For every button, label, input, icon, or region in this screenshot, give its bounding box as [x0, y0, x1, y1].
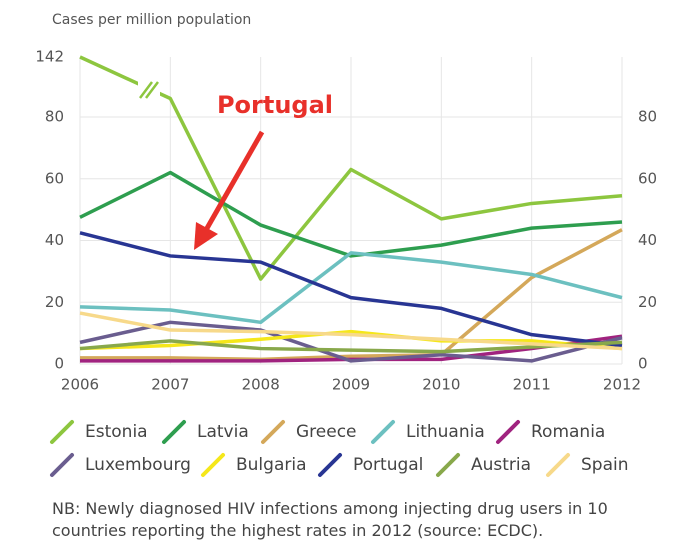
legend-swatch	[162, 420, 186, 444]
series-line	[79, 311, 623, 351]
y-axis-label: Cases per million population	[52, 12, 251, 28]
series-line	[79, 55, 623, 281]
series-line	[79, 170, 623, 258]
legend-swatch	[496, 420, 520, 444]
y2-tick-label: 0	[638, 355, 648, 373]
legend-swatch	[201, 453, 225, 477]
legend-swatch	[371, 420, 395, 444]
legend-label: Latvia	[197, 422, 249, 442]
legend-swatch	[436, 453, 460, 477]
x-tick-label: 2012	[603, 376, 641, 394]
legend-swatch	[50, 453, 74, 477]
footnote: NB: Newly diagnosed HIV infections among…	[52, 499, 608, 540]
annotation: Portugal	[217, 91, 333, 119]
y-tick-label: 0	[54, 355, 64, 373]
x-tick-label: 2010	[422, 376, 460, 394]
y2-tick-label: 40	[638, 231, 657, 249]
x-tick-label: 2006	[61, 376, 99, 394]
y-tick-label: 60	[45, 169, 64, 187]
legend-label: Spain	[581, 455, 629, 475]
legend-label: Greece	[296, 422, 357, 442]
y2-tick-label: 20	[638, 293, 657, 311]
y-tick-label: 20	[45, 293, 64, 311]
legend-label: Portugal	[353, 455, 423, 475]
series-line	[79, 320, 623, 363]
series-line	[79, 329, 623, 351]
axis-break	[138, 78, 160, 100]
series-line	[79, 231, 623, 348]
x-tick-label: 2009	[332, 376, 370, 394]
legend-label: Romania	[531, 422, 605, 442]
legend-swatch	[261, 420, 285, 444]
chart: Cases per million population 0 20 40 60 80 14…	[35, 12, 657, 477]
legend-label: Austria	[471, 455, 531, 475]
y-tick-label: 142	[35, 48, 64, 66]
series-line	[79, 251, 623, 325]
legend-label: Luxembourg	[85, 455, 191, 475]
x-tick-label: 2007	[151, 376, 189, 394]
legend-label: Bulgaria	[236, 455, 307, 475]
legend-swatch	[546, 453, 570, 477]
x-tick-label: 2011	[513, 376, 551, 394]
legend-label: Lithuania	[406, 422, 485, 442]
annotation-arrow	[194, 130, 265, 250]
legend-label: Estonia	[85, 422, 148, 442]
series-line	[80, 228, 623, 362]
legend-swatch	[318, 453, 342, 477]
y2-tick-label: 60	[638, 169, 657, 187]
y2-tick-label: 80	[638, 108, 657, 126]
x-tick-label: 2008	[242, 376, 280, 394]
legend-swatch	[50, 420, 74, 444]
series-line	[79, 339, 623, 354]
y-tick-label: 80	[45, 108, 64, 126]
y-tick-label: 40	[45, 231, 64, 249]
